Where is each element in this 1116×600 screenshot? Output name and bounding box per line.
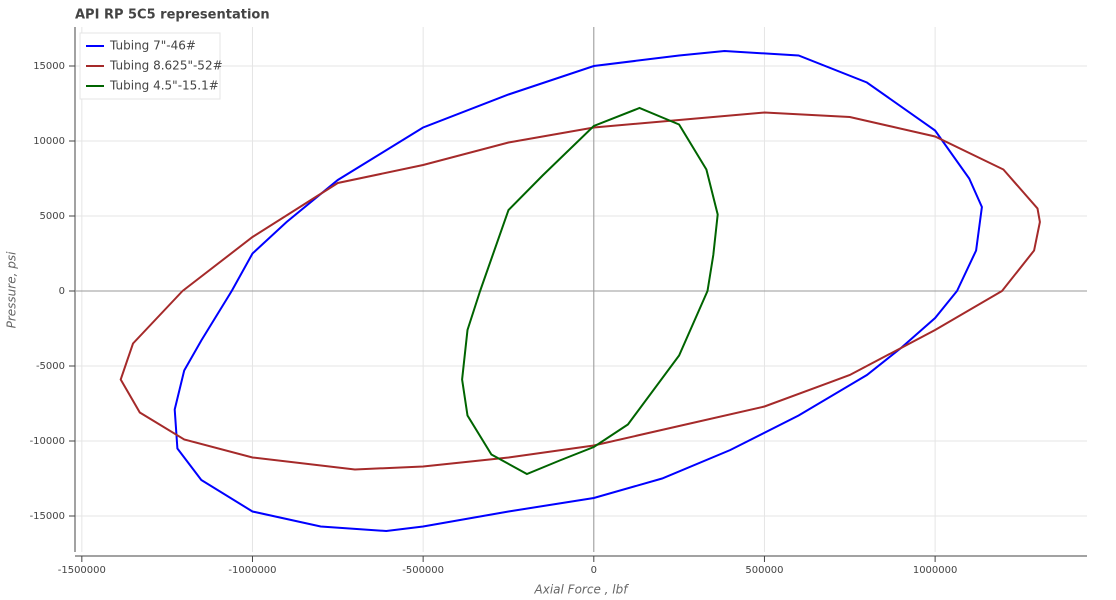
plot-area xyxy=(75,27,1087,552)
y-tick-label: -15000 xyxy=(30,511,65,522)
y-tick-label: -5000 xyxy=(36,361,65,372)
x-tick-label: 500000 xyxy=(745,565,783,576)
y-tick-label: 15000 xyxy=(33,61,65,72)
legend-label: Tubing 8.625"-52# xyxy=(109,59,223,73)
x-tick-label: -1000000 xyxy=(228,565,276,576)
y-tick-label: 10000 xyxy=(33,136,65,147)
legend-label: Tubing 7"-46# xyxy=(109,39,196,53)
series-line xyxy=(461,106,719,476)
y-tick-label: 0 xyxy=(59,286,65,297)
x-tick-label: 0 xyxy=(591,565,597,576)
x-axis-label: Axial Force , lbf xyxy=(534,583,630,597)
series-line xyxy=(173,49,983,533)
chart-title: API RP 5C5 representation xyxy=(75,8,270,23)
y-tick-label: 5000 xyxy=(40,211,65,222)
series-line xyxy=(119,111,1041,471)
legend-label: Tubing 4.5"-15.1# xyxy=(109,79,219,93)
x-tick-label: -500000 xyxy=(402,565,444,576)
x-tick-label: -1500000 xyxy=(58,565,106,576)
y-tick-label: -10000 xyxy=(30,436,65,447)
y-axis-label: Pressure, psi xyxy=(5,251,19,328)
x-tick-label: 1000000 xyxy=(913,565,958,576)
